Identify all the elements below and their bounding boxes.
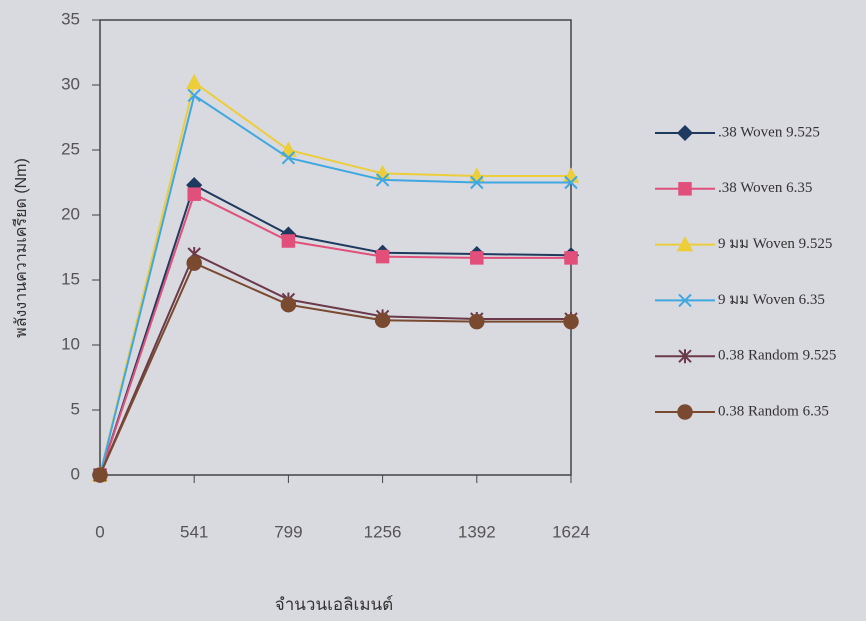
data-point xyxy=(92,467,108,483)
y-tick-label: 15 xyxy=(61,269,80,288)
legend-text: 9 มม Woven 9.525 xyxy=(718,236,832,252)
x-tick-label: 541 xyxy=(180,522,208,541)
legend-text: 0.38 Random 6.35 xyxy=(718,403,829,419)
legend-text: .38 Woven 9.525 xyxy=(718,124,820,140)
legend-marker xyxy=(678,293,692,308)
data-point xyxy=(470,175,484,190)
data-point xyxy=(375,249,390,264)
y-axis-label: พลังงานความเครียด (Nm) xyxy=(12,158,30,338)
data-point xyxy=(469,313,485,330)
x-tick-label: 0 xyxy=(95,522,104,541)
y-tick-label: 10 xyxy=(61,334,80,353)
series-line xyxy=(99,93,571,476)
data-point xyxy=(186,255,202,271)
legend-text: 9 มม Woven 6.35 xyxy=(718,292,825,308)
plot-frame xyxy=(99,19,572,476)
data-point xyxy=(375,173,390,187)
data-point xyxy=(470,251,484,265)
x-tick-label: 1624 xyxy=(552,522,590,541)
data-point xyxy=(281,151,296,165)
data-point xyxy=(374,312,391,329)
data-point xyxy=(185,73,203,90)
data-point xyxy=(563,313,579,330)
x-tick-label: 799 xyxy=(274,522,302,541)
x-axis-label: จำนวนเอลิเมนต์ xyxy=(275,595,393,614)
y-tick-label: 25 xyxy=(61,139,80,158)
legend-marker xyxy=(676,236,694,252)
legend-marker xyxy=(678,182,692,196)
legend-text: 0.38 Random 9.525 xyxy=(718,348,836,364)
series-line xyxy=(99,183,572,476)
series-line xyxy=(99,252,571,476)
data-point xyxy=(187,187,201,201)
y-tick-label: 35 xyxy=(61,9,80,28)
data-point xyxy=(280,296,297,313)
data-point xyxy=(280,141,297,157)
data-point xyxy=(187,88,201,103)
x-tick-label: 1256 xyxy=(364,522,402,541)
y-tick-label: 20 xyxy=(61,204,80,223)
y-tick-label: 30 xyxy=(61,74,80,93)
series-line xyxy=(99,192,571,476)
legend-marker xyxy=(678,349,692,364)
data-point xyxy=(564,251,578,265)
legend-marker xyxy=(676,124,694,142)
series-line xyxy=(99,261,571,476)
data-point xyxy=(564,175,578,190)
data-point xyxy=(281,234,296,248)
x-tick-label: 1392 xyxy=(458,522,496,541)
series-line xyxy=(99,80,571,476)
y-tick-label: 0 xyxy=(71,464,80,483)
legend-marker xyxy=(677,404,693,420)
legend-text: .38 Woven 6.35 xyxy=(718,180,812,196)
y-tick-label: 5 xyxy=(71,399,80,418)
